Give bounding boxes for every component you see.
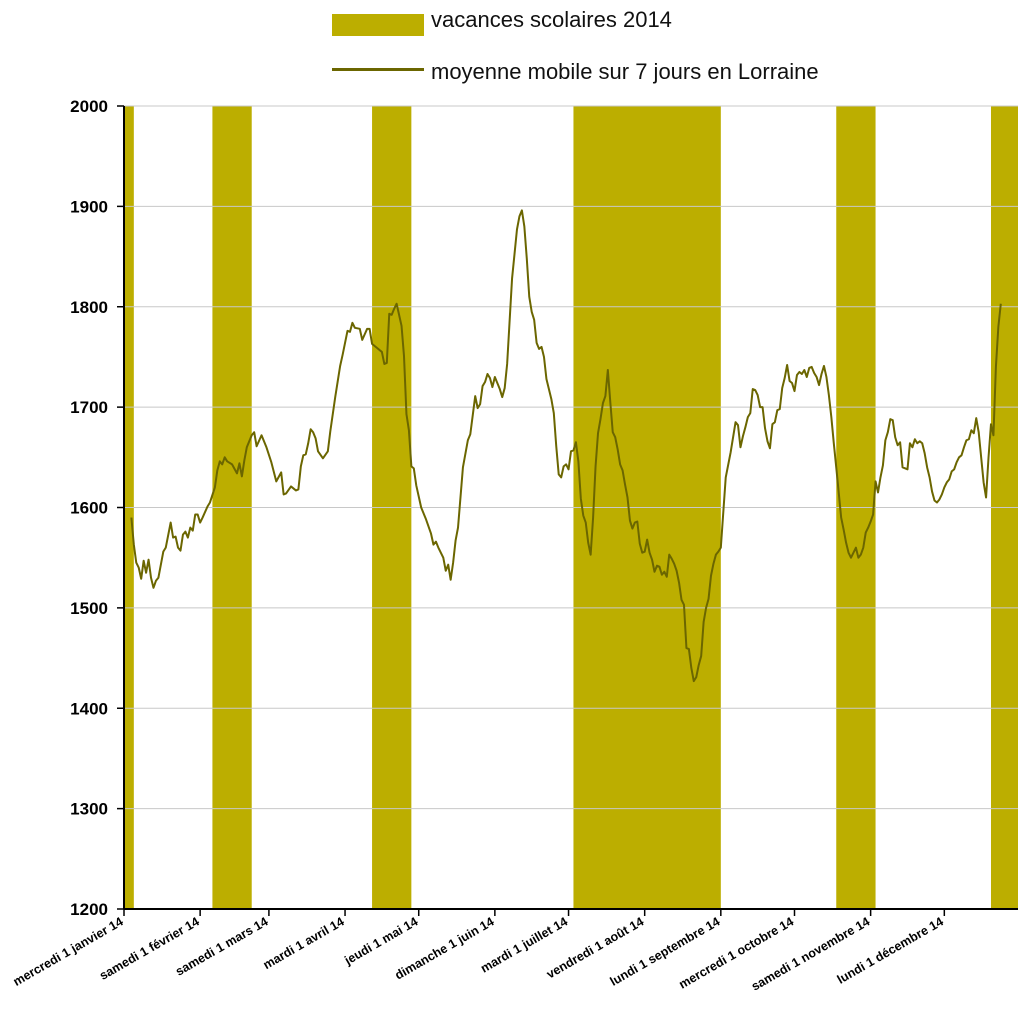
y-tick-label-1200: 1200 bbox=[70, 900, 108, 919]
legend-line-swatch bbox=[332, 68, 424, 71]
legend-band-label: vacances scolaires 2014 bbox=[431, 7, 672, 32]
x-tick-label-4: mardi 1 avril 14 bbox=[261, 914, 347, 972]
y-tick-label-2000: 2000 bbox=[70, 97, 108, 116]
grid-lines bbox=[124, 105, 1018, 810]
legend: vacances scolaires 2014 moyenne mobile s… bbox=[332, 4, 972, 84]
y-axis-tick-labels: 1200 1300 1400 1500 1600 1700 1800 1900 2000 bbox=[70, 97, 108, 919]
y-tick-label-1300: 1300 bbox=[70, 800, 108, 819]
y-tick-label-1700: 1700 bbox=[70, 398, 108, 417]
series-line-1 bbox=[130, 209, 1002, 683]
y-tick-label-1500: 1500 bbox=[70, 599, 108, 618]
legend-band-swatch bbox=[332, 14, 424, 36]
legend-item-vacances: vacances scolaires 2014 bbox=[332, 4, 972, 38]
y-tick-label-1800: 1800 bbox=[70, 298, 108, 317]
axes bbox=[117, 105, 1018, 916]
y-tick-label-1600: 1600 bbox=[70, 499, 108, 518]
series-layer bbox=[130, 209, 1002, 683]
legend-line-label: moyenne mobile sur 7 jours en Lorraine bbox=[431, 59, 819, 84]
legend-item-moyenne: moyenne mobile sur 7 jours en Lorraine bbox=[332, 38, 972, 84]
x-tick-label-5: jeudi 1 mai 14 bbox=[341, 914, 420, 968]
y-tick-label-1400: 1400 bbox=[70, 699, 108, 718]
y-tick-label-1900: 1900 bbox=[70, 197, 108, 216]
